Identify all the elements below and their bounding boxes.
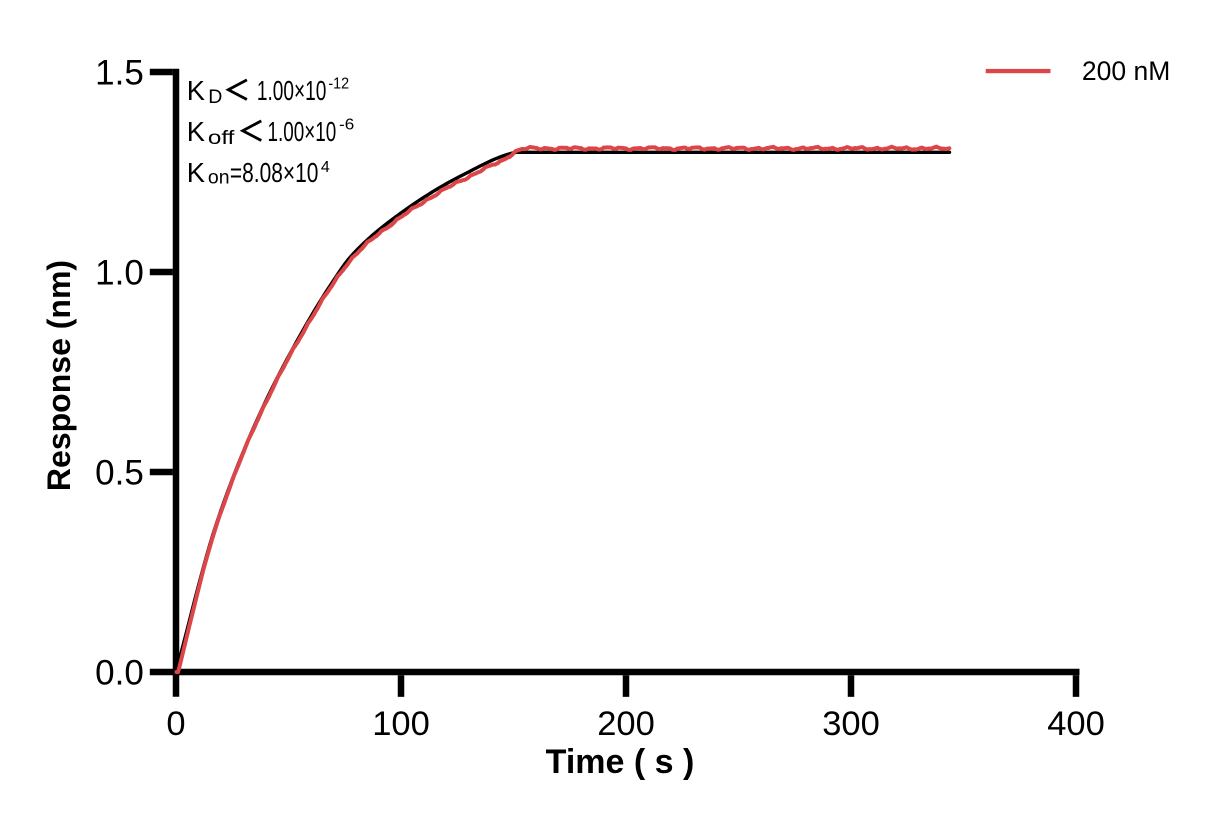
svg-text:0.5: 0.5: [95, 454, 144, 493]
svg-text:K: K: [187, 157, 205, 188]
svg-text:4: 4: [321, 159, 330, 176]
svg-text:300: 300: [822, 705, 880, 743]
svg-text:-6: -6: [339, 117, 354, 134]
svg-text:Response (nm): Response (nm): [41, 260, 77, 491]
svg-text:0: 0: [166, 705, 185, 743]
svg-text:200 nM: 200 nM: [1082, 56, 1170, 86]
svg-text:100: 100: [372, 705, 430, 743]
svg-text:K: K: [187, 75, 205, 106]
svg-text:on: on: [208, 167, 230, 189]
svg-text:Time ( s ): Time ( s ): [546, 743, 695, 781]
svg-text:D: D: [208, 86, 222, 108]
svg-text:1.00×10: 1.00×10: [257, 75, 327, 106]
svg-text:1.00×10: 1.00×10: [268, 116, 337, 147]
svg-text:1.0: 1.0: [95, 254, 144, 293]
svg-text:K: K: [187, 116, 205, 147]
svg-text:1.5: 1.5: [95, 54, 144, 93]
svg-text:0.0: 0.0: [95, 654, 144, 693]
svg-text:=8.08×10: =8.08×10: [230, 157, 319, 188]
svg-text:200: 200: [597, 705, 655, 743]
svg-text:400: 400: [1047, 705, 1105, 743]
svg-text:-12: -12: [328, 76, 349, 93]
svg-text:off: off: [208, 127, 235, 149]
